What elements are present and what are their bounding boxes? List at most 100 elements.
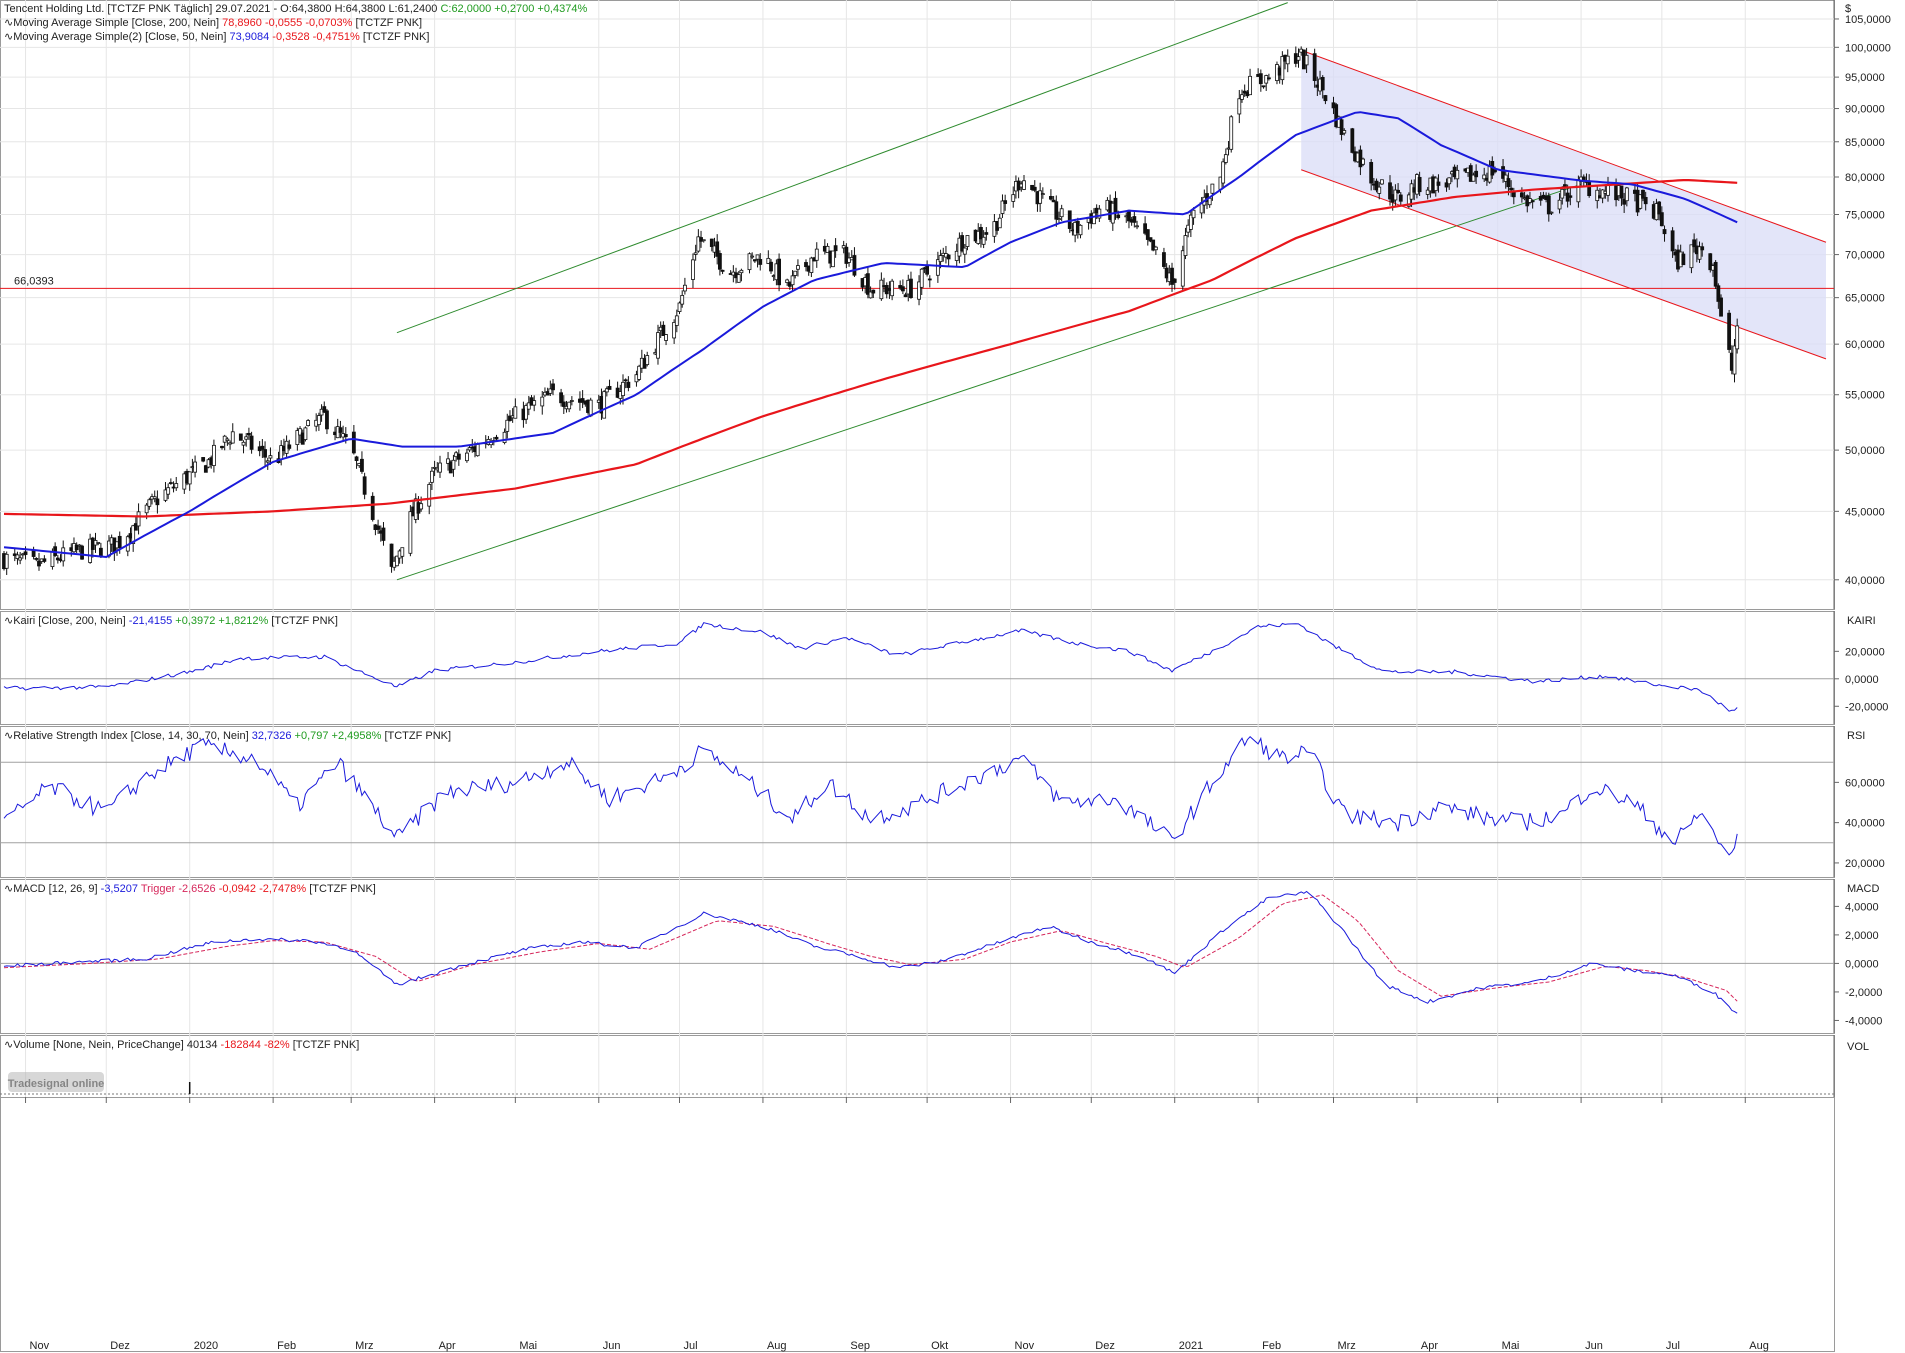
candle-body [1003, 200, 1008, 204]
candle-body [316, 415, 321, 426]
candle-body [1519, 192, 1524, 198]
candle-body [927, 278, 932, 281]
candle-body [1622, 198, 1627, 205]
candle-body [809, 257, 814, 273]
price-tick-label: 50,0000 [1845, 445, 1885, 457]
candle-body [717, 253, 722, 270]
candle-body [166, 487, 171, 495]
candle-body [1267, 77, 1271, 80]
candle-body [701, 239, 706, 242]
candle-body [1285, 55, 1290, 65]
candle-body [1113, 197, 1118, 213]
candle-body [23, 551, 28, 555]
candle-body [244, 436, 249, 440]
candle-body [1396, 189, 1400, 194]
sma200-change-pct: -0,0703% [305, 17, 355, 29]
candle-body [919, 268, 924, 288]
candle-body [852, 255, 857, 276]
candle-body [1180, 250, 1185, 287]
candle-body [438, 462, 442, 473]
candle-body [42, 558, 47, 562]
candle-body [1493, 169, 1497, 173]
price-tick-label: 100,0000 [1845, 42, 1891, 54]
candle-body [1509, 187, 1514, 191]
rsi-value: 32,7326 [252, 730, 295, 742]
price-tick-label: 65,0000 [1845, 293, 1885, 305]
candle-body [1051, 199, 1056, 203]
candle-body [548, 388, 553, 394]
rsi-change-pct: +2,4958% [332, 730, 385, 742]
candle-body [831, 250, 835, 268]
candle-body [979, 227, 983, 240]
candle-body [508, 415, 512, 421]
candle-body [1304, 54, 1309, 66]
candle-body [1342, 130, 1347, 134]
candle-body [1240, 94, 1244, 100]
candle-body [1436, 181, 1441, 186]
candle-body [866, 273, 870, 295]
candle-body [1040, 193, 1045, 195]
x-tick-label: 2020 [194, 1340, 218, 1352]
candle-body [203, 465, 208, 473]
candle-body [674, 315, 679, 326]
ohlc-change-pct: +0,4374% [537, 3, 587, 15]
candle-body [354, 456, 359, 461]
candle-body [1568, 195, 1573, 198]
candle-body [1132, 216, 1137, 223]
candle-body [18, 557, 23, 561]
macd-change-pct: -2,7478% [259, 883, 309, 895]
candle-body [1188, 214, 1193, 230]
down-channel-fill [1301, 50, 1826, 359]
candles-group [2, 46, 1740, 575]
candle-body [343, 434, 348, 438]
candle-body [1643, 196, 1648, 205]
price-tick-label: 85,0000 [1845, 137, 1885, 149]
candle-body [187, 471, 192, 485]
candle-body [661, 324, 666, 336]
macd-tick-label: 0,0000 [1845, 958, 1879, 970]
candle-body [1732, 345, 1737, 375]
price-tick-label: 70,0000 [1845, 250, 1885, 262]
x-tick-label: Aug [767, 1340, 787, 1352]
candle-body [1560, 188, 1565, 199]
macd-label: ∿MACD [12, 26, 9] [4, 883, 101, 895]
candle-body [241, 441, 246, 446]
x-tick-label: Apr [1421, 1340, 1438, 1352]
candle-body [785, 279, 790, 283]
candle-body [868, 291, 873, 299]
candle-body [1312, 53, 1317, 81]
candle-body [1619, 185, 1624, 199]
candle-body [502, 431, 507, 443]
candle-body [1624, 187, 1629, 202]
ohlc-high: H:64,3800 [335, 3, 389, 15]
candle-body [61, 547, 66, 562]
candle-body [1393, 189, 1398, 201]
price-unit-label: $ [1845, 3, 1851, 15]
candle-body [1735, 325, 1740, 350]
candle-body [1258, 73, 1263, 85]
candle-body [1471, 174, 1476, 182]
x-tick-label: Dez [110, 1340, 130, 1352]
candle-body [1670, 230, 1675, 252]
candle-body [37, 560, 41, 567]
candle-body [1369, 162, 1374, 184]
candle-body [890, 280, 895, 297]
candle-body [1248, 75, 1252, 96]
candle-body [1380, 179, 1384, 185]
candle-body [903, 294, 908, 298]
candle-body [1659, 212, 1664, 227]
candle-body [451, 459, 456, 470]
candle-body [1374, 180, 1379, 191]
kairi-tick-label: 0,0000 [1845, 674, 1879, 686]
candle-body [1700, 246, 1705, 251]
candle-body [1221, 161, 1226, 184]
candle-body [567, 401, 572, 410]
candle-body [220, 445, 224, 449]
candle-body [298, 428, 302, 436]
candle-body [561, 401, 566, 407]
x-tick-label: Jun [1585, 1340, 1603, 1352]
candle-body [900, 286, 905, 292]
candle-body [147, 499, 152, 507]
ohlc-open: O:64,3800 [280, 3, 334, 15]
candle-body [247, 432, 251, 436]
